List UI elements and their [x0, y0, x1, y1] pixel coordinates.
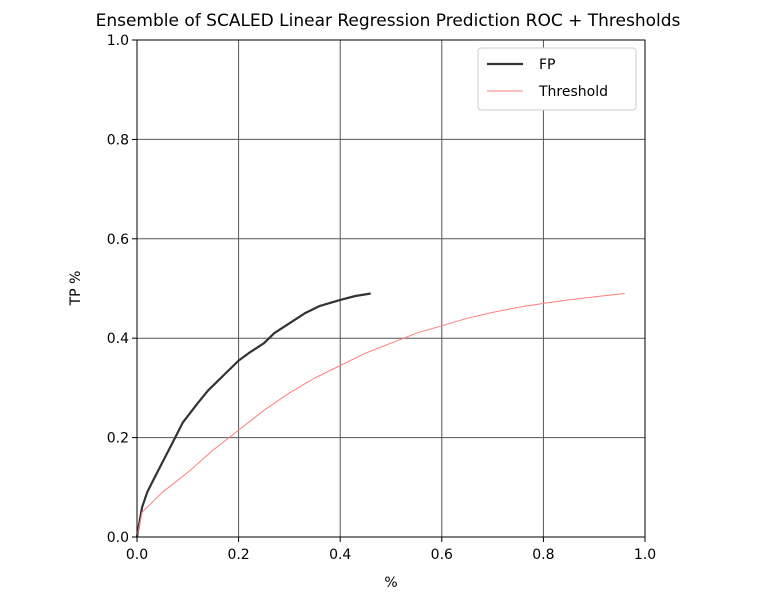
x-axis-ticks: 0.0 0.2 0.4 0.6 0.8 1.0: [126, 537, 656, 563]
x-tick-label: 0.0: [126, 547, 148, 563]
plot-frame: [136, 39, 646, 538]
y-tick-label: 0.0: [107, 530, 129, 546]
chart-title: Ensemble of SCALED Linear Regression Pre…: [96, 11, 681, 31]
x-tick-label: 0.4: [329, 547, 351, 563]
x-tick-label: 1.0: [634, 547, 656, 563]
y-axis-ticks: 0.0 0.2 0.4 0.6 0.8 1.0: [107, 33, 137, 546]
legend: FP Threshold: [477, 47, 637, 111]
y-tick-label: 0.6: [107, 232, 129, 248]
y-tick-label: 0.2: [107, 431, 129, 447]
y-tick-label: 1.0: [107, 33, 129, 49]
legend-label-threshold: Threshold: [538, 84, 608, 100]
legend-label-fp: FP: [539, 57, 556, 73]
series-lines: [135, 292, 625, 538]
y-axis-label: TP %: [68, 271, 84, 307]
x-tick-label: 0.2: [227, 547, 249, 563]
y-tick-label: 0.4: [107, 331, 129, 347]
x-axis-label: %: [384, 575, 397, 591]
x-tick-label: 0.8: [532, 547, 554, 563]
y-tick-label: 0.8: [107, 132, 129, 148]
series-line-fp: [135, 292, 371, 538]
series-line-threshold: [136, 293, 625, 538]
legend-box: [477, 47, 637, 111]
x-tick-label: 0.6: [431, 547, 453, 563]
grid-lines: [136, 39, 646, 538]
